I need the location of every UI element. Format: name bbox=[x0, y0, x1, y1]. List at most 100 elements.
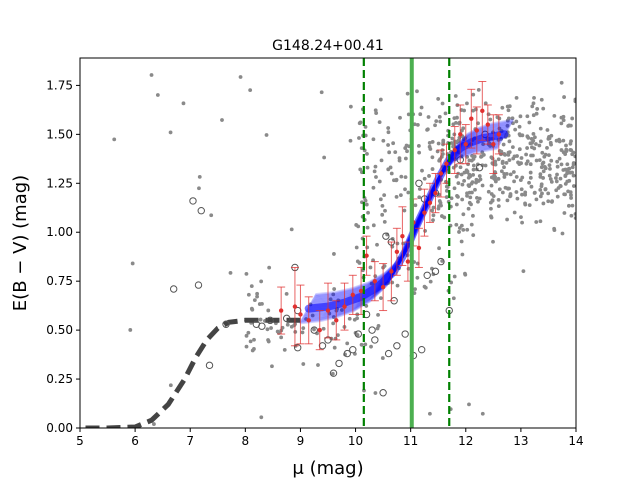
star-point bbox=[489, 206, 493, 211]
star-point bbox=[267, 265, 272, 270]
star-point bbox=[469, 158, 474, 163]
star-point bbox=[377, 120, 382, 125]
star-point bbox=[532, 146, 537, 151]
measurement-point bbox=[416, 245, 422, 251]
star-point bbox=[508, 192, 513, 196]
star-point bbox=[336, 333, 340, 338]
star-point bbox=[523, 201, 527, 206]
star-point bbox=[532, 95, 536, 100]
star-point bbox=[570, 203, 575, 208]
star-point bbox=[520, 220, 524, 225]
star-point bbox=[507, 158, 512, 163]
star-point bbox=[545, 128, 550, 132]
star-point bbox=[565, 162, 570, 167]
star-point bbox=[510, 145, 515, 150]
star-point bbox=[465, 101, 469, 106]
star-point bbox=[246, 330, 251, 335]
measurement-point bbox=[469, 116, 474, 121]
star-point bbox=[249, 306, 254, 311]
star-point bbox=[395, 283, 400, 288]
star-point bbox=[562, 192, 567, 197]
star-point bbox=[569, 213, 574, 218]
star-point bbox=[537, 158, 542, 163]
star-point bbox=[520, 192, 524, 197]
star-point bbox=[372, 169, 377, 174]
star-point bbox=[430, 155, 435, 160]
star-point bbox=[545, 145, 549, 150]
star-point bbox=[379, 158, 384, 163]
measurement-point bbox=[422, 210, 427, 215]
star-point bbox=[220, 118, 224, 122]
star-point bbox=[168, 130, 173, 135]
open-circle-point bbox=[415, 179, 423, 187]
star-point bbox=[500, 105, 505, 110]
star-point bbox=[507, 139, 512, 144]
star-point bbox=[561, 168, 566, 172]
star-point bbox=[555, 172, 559, 177]
measurement-point bbox=[334, 318, 339, 323]
measurement-point bbox=[458, 132, 463, 137]
star-point bbox=[403, 175, 408, 180]
star-point bbox=[562, 95, 566, 99]
open-circle-point bbox=[371, 336, 379, 344]
star-point bbox=[534, 111, 539, 116]
star-point bbox=[543, 187, 548, 192]
plot-area bbox=[79, 57, 577, 429]
star-point bbox=[420, 168, 424, 173]
star-point bbox=[555, 159, 560, 164]
star-point bbox=[430, 140, 435, 144]
open-circle-point bbox=[266, 316, 274, 325]
star-point bbox=[514, 190, 519, 194]
star-point bbox=[496, 204, 501, 209]
star-point bbox=[402, 208, 407, 213]
star-point bbox=[547, 173, 552, 178]
y-tick-label: 0.25 bbox=[46, 372, 73, 386]
star-point bbox=[527, 203, 532, 208]
star-point bbox=[511, 121, 515, 126]
star-point bbox=[265, 327, 270, 332]
star-point bbox=[519, 215, 523, 220]
x-axis: 5 6 7 8 9 10 11 12 13 14 bbox=[76, 428, 584, 448]
star-point bbox=[570, 170, 575, 175]
star-point bbox=[526, 135, 531, 140]
star-point bbox=[568, 147, 573, 152]
star-point bbox=[438, 119, 443, 124]
star-point bbox=[518, 161, 523, 166]
star-point bbox=[394, 177, 399, 182]
star-point bbox=[331, 315, 336, 319]
star-point bbox=[468, 195, 473, 200]
measurement-point bbox=[389, 269, 394, 274]
star-point bbox=[375, 326, 380, 331]
star-point bbox=[547, 163, 552, 168]
x-tick-label: 12 bbox=[458, 434, 473, 448]
star-point bbox=[418, 112, 423, 117]
open-circle-point bbox=[354, 330, 363, 338]
star-point bbox=[557, 156, 562, 161]
star-point bbox=[528, 175, 533, 180]
star-point bbox=[378, 197, 383, 202]
star-point bbox=[380, 212, 385, 217]
star-point bbox=[358, 167, 363, 172]
open-circle-point bbox=[368, 326, 376, 334]
star-point bbox=[566, 203, 571, 208]
star-point bbox=[548, 177, 553, 181]
star-point bbox=[255, 294, 259, 299]
star-point bbox=[461, 212, 466, 217]
star-point bbox=[431, 205, 436, 210]
star-point bbox=[538, 219, 543, 224]
star-point bbox=[451, 296, 456, 301]
star-point bbox=[530, 153, 535, 158]
star-point bbox=[524, 161, 529, 166]
star-point bbox=[422, 176, 427, 181]
star-point bbox=[394, 194, 399, 199]
star-point bbox=[270, 364, 274, 369]
y-tick-label: 1.25 bbox=[46, 176, 73, 190]
star-point bbox=[519, 156, 524, 160]
measurement-point bbox=[433, 190, 438, 196]
star-point bbox=[499, 149, 504, 154]
star-point bbox=[489, 192, 494, 196]
x-tick-label: 11 bbox=[403, 434, 418, 448]
open-circle-point bbox=[401, 330, 409, 338]
star-point bbox=[398, 115, 402, 120]
open-circle-point bbox=[393, 342, 401, 350]
